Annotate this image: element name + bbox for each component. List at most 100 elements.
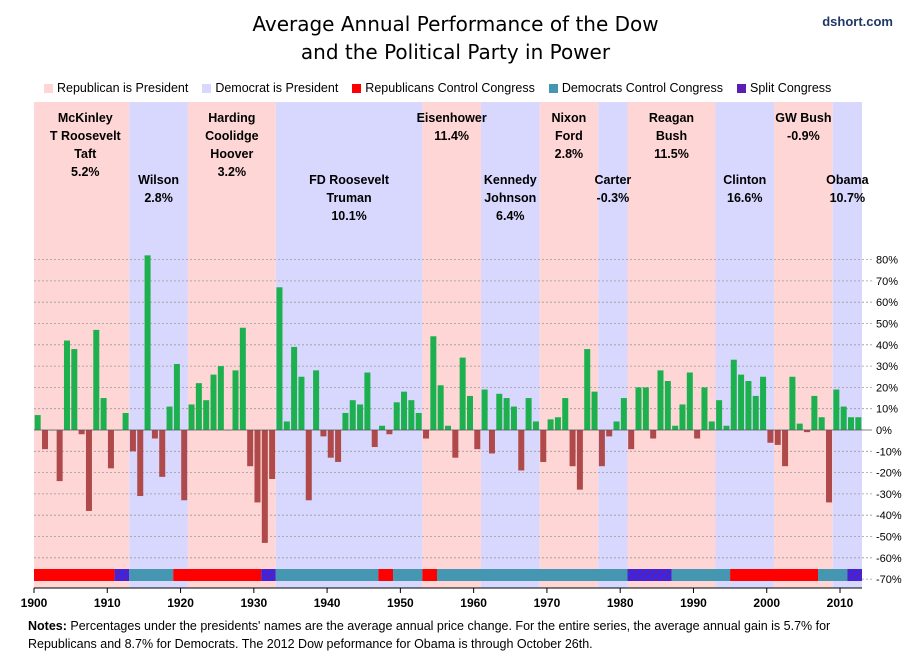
president-band bbox=[539, 102, 599, 588]
bar bbox=[232, 370, 239, 430]
y-tick-label: 30% bbox=[876, 361, 898, 373]
bar bbox=[804, 430, 811, 433]
legend-item-split-congress: Split Congress bbox=[737, 81, 831, 95]
bar bbox=[122, 412, 129, 430]
president-label-reagan-bush: Reagan bbox=[649, 111, 694, 125]
bar bbox=[510, 406, 517, 430]
congress-band bbox=[34, 569, 115, 581]
legend: Republican is President Democrat is Pres… bbox=[44, 81, 831, 95]
congress-band bbox=[275, 569, 379, 581]
bar bbox=[723, 425, 730, 430]
bar bbox=[503, 398, 510, 430]
bar bbox=[848, 417, 855, 430]
bar bbox=[474, 430, 481, 450]
bar bbox=[342, 412, 349, 430]
notes-label: Notes: bbox=[28, 619, 67, 633]
legend-item-republican-congress: Republicans Control Congress bbox=[352, 81, 535, 95]
bar bbox=[217, 366, 224, 430]
bar bbox=[254, 430, 261, 503]
bar bbox=[606, 430, 613, 437]
president-label-reagan-bush: 11.5% bbox=[654, 147, 689, 161]
x-tick-label: 1960 bbox=[460, 596, 487, 610]
legend-label: Republican is President bbox=[57, 81, 189, 95]
congress-band bbox=[129, 569, 174, 581]
bar bbox=[488, 430, 495, 454]
bar bbox=[276, 287, 283, 430]
chart-title-line2: and the Political Party in Power bbox=[300, 40, 611, 64]
bar bbox=[591, 391, 598, 430]
bar bbox=[423, 430, 430, 439]
bar bbox=[283, 421, 290, 430]
bar bbox=[547, 419, 554, 430]
x-tick-label: 1980 bbox=[607, 596, 634, 610]
bar bbox=[708, 421, 715, 430]
legend-swatch bbox=[548, 83, 558, 93]
president-label-eisenhower: 11.4% bbox=[434, 129, 469, 143]
legend-swatch bbox=[44, 83, 53, 93]
bar bbox=[129, 430, 136, 452]
bar bbox=[752, 395, 759, 430]
president-label-fdr-truman: Truman bbox=[327, 191, 372, 205]
president-label-harding-coolidge-hoover: 3.2% bbox=[218, 165, 247, 179]
president-band bbox=[34, 102, 130, 588]
bar bbox=[107, 430, 114, 469]
bar bbox=[247, 430, 254, 467]
president-label-fdr-truman: 10.1% bbox=[331, 209, 366, 223]
y-tick-label: 70% bbox=[876, 276, 898, 288]
president-label-gw-bush: -0.9% bbox=[787, 129, 820, 143]
y-tick-label: -70% bbox=[876, 574, 902, 586]
bar bbox=[41, 430, 48, 450]
congress-band bbox=[627, 569, 672, 581]
president-label-kennedy-johnson: Kennedy bbox=[484, 173, 537, 187]
president-label-gw-bush: GW Bush bbox=[775, 111, 831, 125]
bar bbox=[371, 430, 378, 448]
bar bbox=[518, 430, 525, 471]
legend-swatch bbox=[202, 83, 212, 93]
bar bbox=[576, 430, 583, 490]
president-label-kennedy-johnson: Johnson bbox=[484, 191, 536, 205]
bar bbox=[716, 400, 723, 430]
bar bbox=[540, 430, 547, 462]
president-label-nixon-ford: Nixon bbox=[552, 111, 587, 125]
bar bbox=[437, 385, 444, 430]
bar bbox=[628, 430, 635, 450]
congress-band bbox=[422, 569, 438, 581]
congress-band bbox=[378, 569, 394, 581]
bar bbox=[664, 381, 671, 430]
x-tick-label: 2010 bbox=[827, 596, 854, 610]
president-label-eisenhower: Eisenhower bbox=[417, 111, 487, 125]
bar bbox=[159, 430, 166, 477]
legend-item-democrat-congress: Democrats Control Congress bbox=[548, 81, 723, 95]
bar bbox=[730, 359, 737, 430]
president-label-harding-coolidge-hoover: Coolidge bbox=[205, 129, 259, 143]
y-tick-label: 40% bbox=[876, 340, 898, 352]
bar bbox=[554, 417, 561, 430]
bar bbox=[833, 389, 840, 430]
president-band bbox=[715, 102, 775, 588]
president-label-harding-coolidge-hoover: Hoover bbox=[210, 147, 253, 161]
y-tick-label: 20% bbox=[876, 382, 898, 394]
bar bbox=[335, 430, 342, 462]
bar bbox=[195, 383, 202, 430]
congress-band bbox=[730, 569, 819, 581]
legend-label: Split Congress bbox=[750, 81, 832, 95]
bar bbox=[173, 363, 180, 430]
bar bbox=[598, 430, 605, 467]
bar bbox=[562, 398, 569, 430]
x-tick-label: 1910 bbox=[94, 596, 121, 610]
x-tick-label: 1990 bbox=[680, 596, 707, 610]
bar bbox=[701, 387, 708, 430]
bar bbox=[525, 398, 532, 430]
bar bbox=[569, 430, 576, 467]
congress-band bbox=[173, 569, 262, 581]
legend-label: Democrat is President bbox=[215, 81, 339, 95]
congress-band bbox=[818, 569, 848, 581]
bar bbox=[379, 425, 386, 430]
legend-item-democrat-president: Democrat is President bbox=[202, 81, 338, 95]
president-label-wilson: 2.8% bbox=[144, 191, 173, 205]
bar bbox=[239, 327, 246, 430]
bar bbox=[137, 430, 144, 497]
president-label-reagan-bush: Bush bbox=[656, 129, 687, 143]
congress-band bbox=[671, 569, 731, 581]
